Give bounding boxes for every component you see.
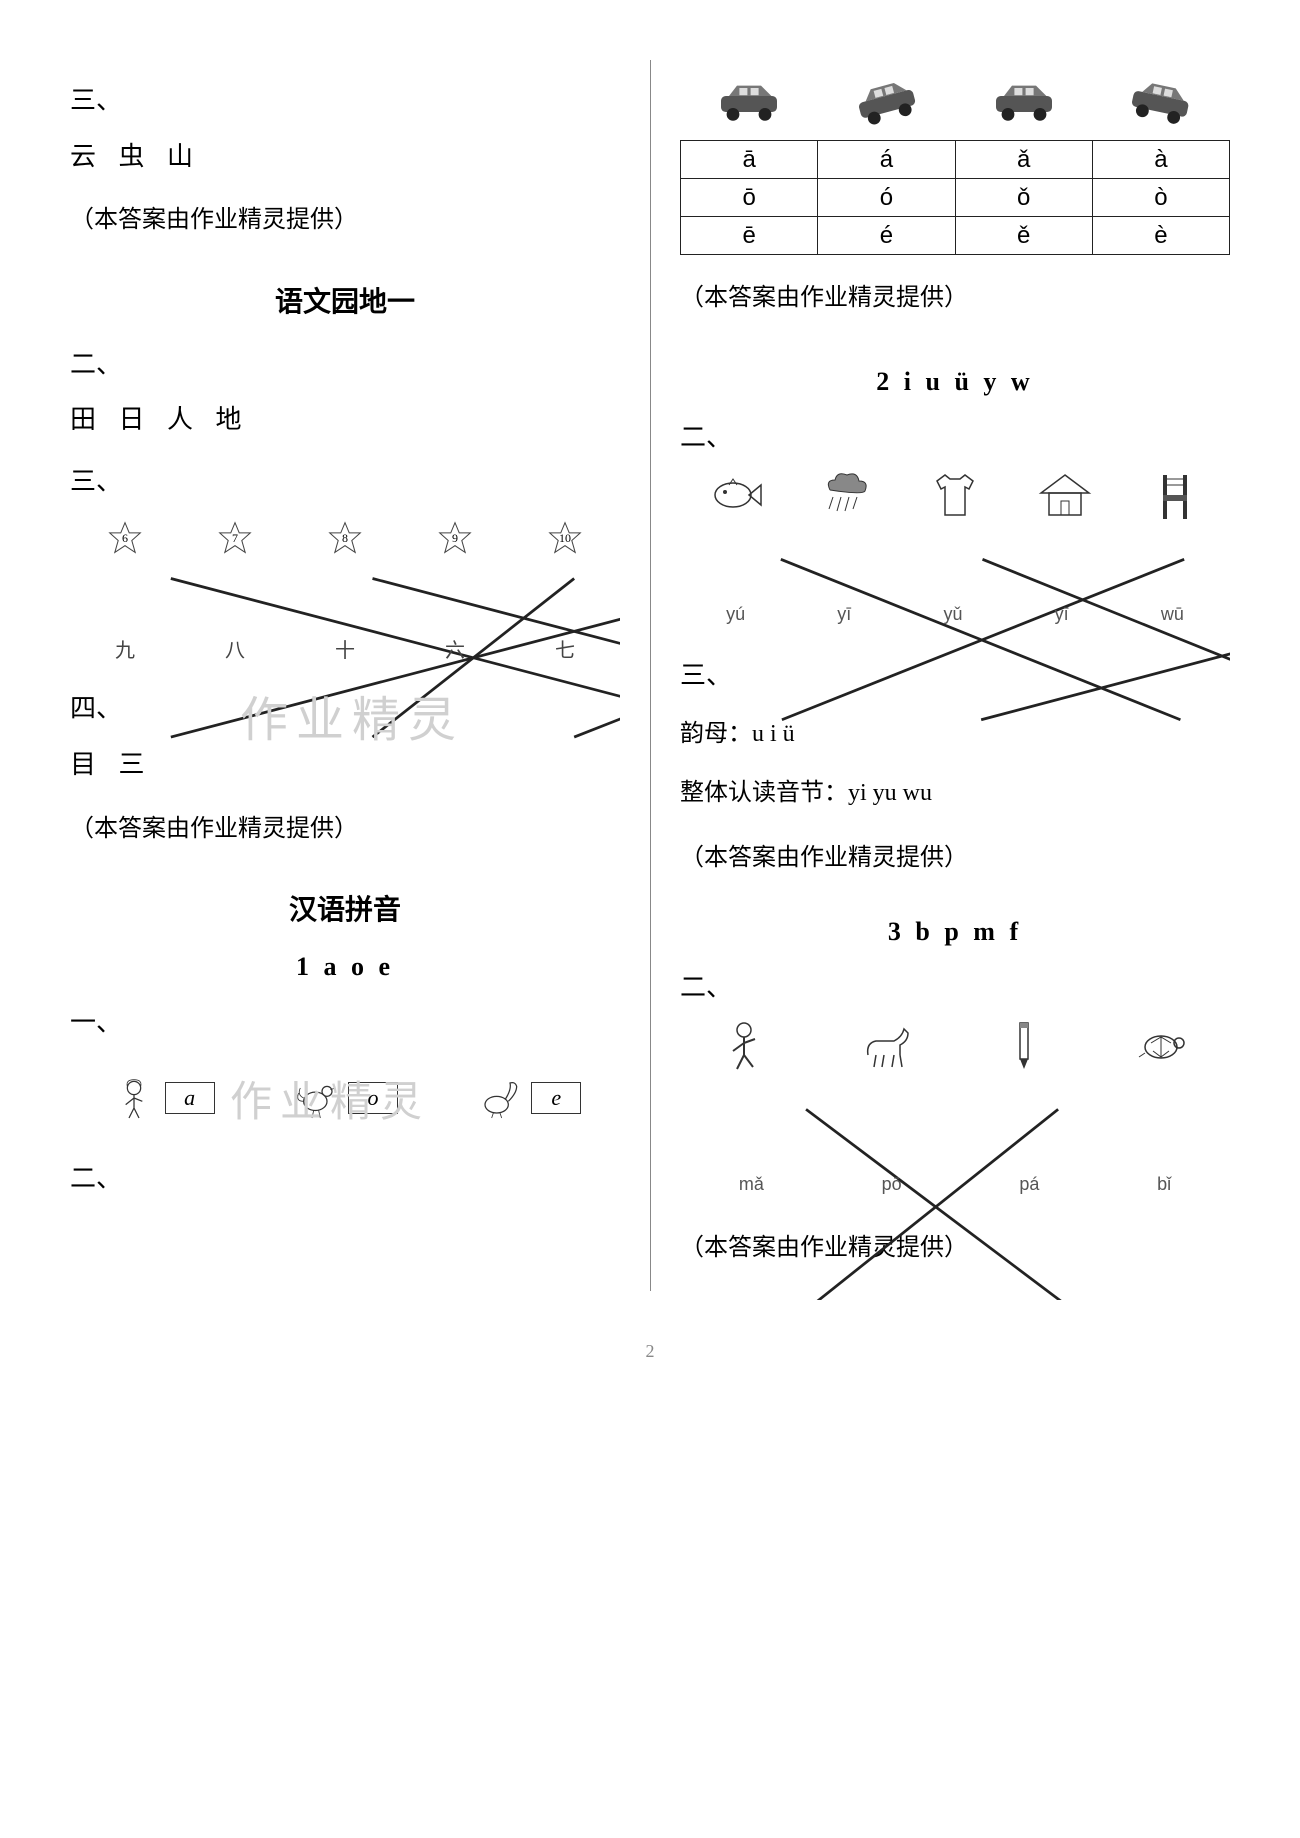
car-row xyxy=(680,60,1230,130)
page-container: 三、 云 虫 山 （本答案由作业精灵提供） 语文园地一 二、 田 日 人 地 三… xyxy=(50,60,1250,1291)
column-divider xyxy=(650,60,651,1291)
tone-cell: ǎ xyxy=(955,141,1092,179)
tone-cell: ē xyxy=(681,217,818,255)
car-icon xyxy=(1121,75,1201,130)
star-icon: 9 xyxy=(438,521,472,555)
yunmu-line: 韵母：u i ü xyxy=(680,713,1230,756)
aoe-row: 作业精灵 aoe xyxy=(70,1058,620,1138)
tone-cell: á xyxy=(818,141,955,179)
tone-cell: è xyxy=(1092,217,1229,255)
star-top-row: 6 7 8 9 10 xyxy=(70,518,620,558)
pinyin-label: yī xyxy=(1055,604,1069,625)
r-q2-label: 二、 xyxy=(680,417,1230,459)
star-icon: 7 xyxy=(218,521,252,555)
source-note: （本答案由作业精灵提供） xyxy=(680,839,1230,877)
q4-label: 四、 xyxy=(70,688,620,730)
chinese-numeral: 七 xyxy=(555,634,575,663)
chinese-numeral: 九 xyxy=(115,634,135,663)
source-note: （本答案由作业精灵提供） xyxy=(70,201,620,239)
lesson3-title: 3 b p m f xyxy=(680,917,1230,947)
aoe-letter-box: e xyxy=(531,1082,581,1114)
source-note: （本答案由作业精灵提供） xyxy=(680,279,1230,317)
aoe-item: o xyxy=(292,1073,398,1123)
chinese-numeral: 八 xyxy=(225,634,245,663)
tone-cell: ǒ xyxy=(955,179,1092,217)
pinyin-label: wū xyxy=(1161,604,1184,625)
tone-cell: ó xyxy=(818,179,955,217)
match-picture-icon xyxy=(815,465,875,525)
match-picture-icon xyxy=(1145,465,1205,525)
pinyin-label: yú xyxy=(726,604,745,625)
aoe-letter-box: a xyxy=(165,1082,215,1114)
pic1-top xyxy=(680,475,1230,515)
tone-cell: à xyxy=(1092,141,1229,179)
aoe-picture-icon xyxy=(292,1073,342,1123)
q3-answer: 云 虫 山 xyxy=(70,136,620,178)
star-icon: 6 xyxy=(108,521,142,555)
pinyin-heading: 汉语拼音 xyxy=(70,888,620,928)
pic2-top xyxy=(680,1025,1230,1065)
aoe-picture-icon xyxy=(475,1073,525,1123)
pic-matching-2: mǎ pō pá bǐ xyxy=(680,1025,1230,1205)
match-picture-icon xyxy=(705,465,765,525)
tone-cell: é xyxy=(818,217,955,255)
star-matching: 6 7 8 9 10 九 八 十 六 七 xyxy=(70,518,620,668)
r-q2b-label: 二、 xyxy=(680,967,1230,1009)
car-icon xyxy=(709,75,789,130)
aoe-item: a xyxy=(109,1073,215,1123)
left-column: 三、 云 虫 山 （本答案由作业精灵提供） 语文园地一 二、 田 日 人 地 三… xyxy=(50,60,650,1291)
page-number: 2 xyxy=(50,1341,1250,1362)
lesson2-title: 2 i u ü y w xyxy=(680,367,1230,397)
star-icon: 8 xyxy=(328,521,362,555)
car-icon xyxy=(846,75,926,130)
match-picture-icon xyxy=(1131,1015,1191,1075)
pinyin-label: bǐ xyxy=(1157,1174,1171,1195)
aoe-picture-icon xyxy=(109,1073,159,1123)
pinyin-label: pá xyxy=(1019,1174,1039,1195)
star-bottom-row: 九八十六七 xyxy=(70,628,620,668)
match-picture-icon xyxy=(856,1015,916,1075)
garden-heading: 语文园地一 xyxy=(70,280,620,320)
car-icon xyxy=(984,75,1064,130)
tone-cell: ā xyxy=(681,141,818,179)
source-note: （本答案由作业精灵提供） xyxy=(70,810,620,848)
match-picture-icon xyxy=(1035,465,1095,525)
q2-label: 二、 xyxy=(70,344,620,386)
match-picture-icon xyxy=(719,1015,779,1075)
q4-answer: 目 三 xyxy=(70,744,620,786)
pic2-bottom: mǎ pō pá bǐ xyxy=(680,1165,1230,1205)
match-picture-icon xyxy=(994,1015,1054,1075)
chinese-numeral: 六 xyxy=(445,634,465,663)
q2-answer: 田 日 人 地 xyxy=(70,399,620,441)
tone-cell: ō xyxy=(681,179,818,217)
right-column: āáǎà ōóǒò ēéěè （本答案由作业精灵提供） 2 i u ü y w 二、… xyxy=(650,60,1250,1291)
source-note: （本答案由作业精灵提供） xyxy=(680,1229,1230,1267)
pinyin-label: yǔ xyxy=(943,604,962,625)
q2c-label: 二、 xyxy=(70,1158,620,1200)
q3b-label: 三、 xyxy=(70,461,620,503)
aoe-letter-box: o xyxy=(348,1082,398,1114)
chinese-numeral: 十 xyxy=(335,634,355,663)
pic-matching-1: yú yī yǔ yī wū xyxy=(680,475,1230,635)
match-picture-icon xyxy=(925,465,985,525)
aoe-item: e xyxy=(475,1073,581,1123)
pinyin-label: pō xyxy=(882,1174,902,1195)
pinyin-label: yī xyxy=(837,604,851,625)
q1c-label: 一、 xyxy=(70,1002,620,1044)
zhengti-line: 整体认读音节：yi yu wu xyxy=(680,772,1230,815)
pic1-bottom: yú yī yǔ yī wū xyxy=(680,595,1230,635)
tone-table: āáǎà ōóǒò ēéěè xyxy=(680,140,1230,255)
tone-cell: ě xyxy=(955,217,1092,255)
r-q3-label: 三、 xyxy=(680,655,1230,697)
lesson1-title: 1 a o e xyxy=(70,952,620,982)
tone-cell: ò xyxy=(1092,179,1229,217)
q3-label: 三、 xyxy=(70,80,620,122)
pinyin-label: mǎ xyxy=(739,1174,764,1195)
star-icon: 10 xyxy=(548,521,582,555)
